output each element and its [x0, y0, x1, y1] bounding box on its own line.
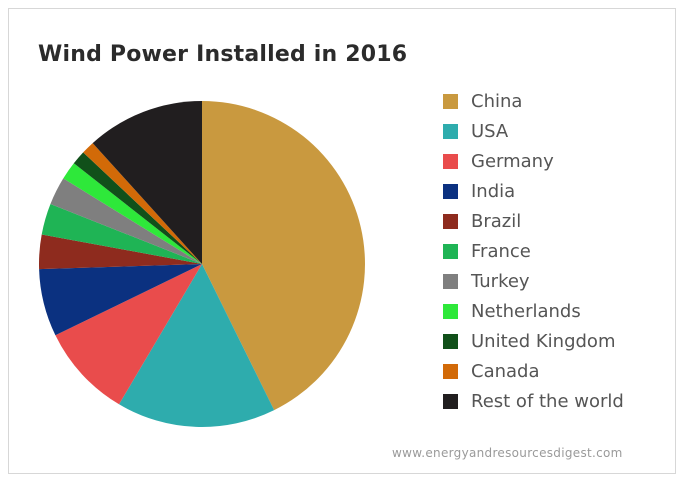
legend-swatch — [443, 393, 458, 409]
legend-item: France — [443, 236, 624, 266]
legend-item: USA — [443, 116, 624, 146]
legend-label: India — [471, 180, 516, 202]
legend-swatch — [443, 93, 458, 109]
chart-legend: China USA Germany India Brazil France Turkey Ne… — [443, 86, 624, 416]
legend-swatch — [443, 273, 458, 289]
legend-item: Canada — [443, 356, 624, 386]
legend-swatch — [443, 183, 458, 199]
legend-label: Rest of the world — [471, 390, 624, 412]
legend-item: Brazil — [443, 206, 624, 236]
legend-label: Turkey — [471, 270, 530, 292]
pie-slice-china — [202, 101, 365, 411]
source-url: www.energyandresourcesdigest.com — [392, 446, 623, 460]
legend-label: France — [471, 240, 531, 262]
legend-item: China — [443, 86, 624, 116]
pie-slice-brazil — [38, 234, 202, 270]
legend-item: Turkey — [443, 266, 624, 296]
legend-label: Canada — [471, 360, 540, 382]
legend-swatch — [443, 333, 458, 349]
legend-swatch — [443, 303, 458, 319]
legend-swatch — [443, 123, 458, 139]
pie-slice-usa — [119, 264, 275, 427]
legend-label: Netherlands — [471, 300, 581, 322]
legend-item: India — [443, 176, 624, 206]
legend-label: United Kingdom — [471, 330, 616, 352]
legend-swatch — [443, 213, 458, 229]
legend-item: Germany — [443, 146, 624, 176]
chart-title: Wind Power Installed in 2016 — [38, 42, 408, 67]
legend-swatch — [443, 243, 458, 259]
legend-label: USA — [471, 120, 509, 142]
pie-slice-india — [39, 264, 202, 336]
legend-label: China — [471, 90, 523, 112]
pie-slice-rest-of-the-world — [92, 101, 202, 264]
legend-label: Brazil — [471, 210, 522, 232]
legend-item: Rest of the world — [443, 386, 624, 416]
pie-slice-turkey — [50, 178, 203, 264]
pie-slice-canada — [83, 143, 202, 264]
legend-label: Germany — [471, 150, 554, 172]
pie-slice-france — [41, 204, 203, 264]
legend-swatch — [443, 363, 458, 379]
legend-item: United Kingdom — [443, 326, 624, 356]
pie-slice-germany — [55, 264, 203, 405]
legend-item: Netherlands — [443, 296, 624, 326]
legend-swatch — [443, 153, 458, 169]
pie-slice-netherlands — [63, 163, 202, 264]
pie-slice-united-kingdom — [73, 152, 202, 264]
